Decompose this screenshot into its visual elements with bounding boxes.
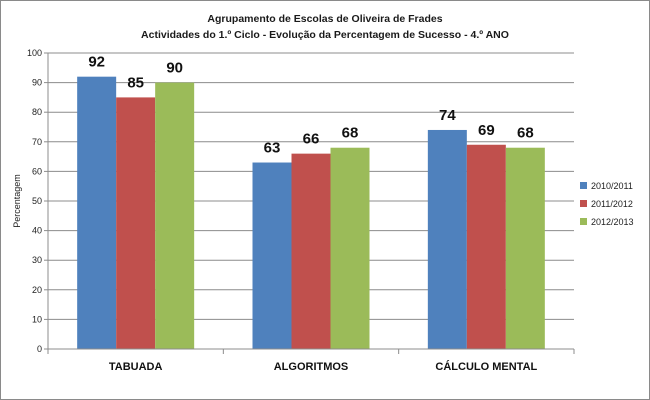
y-tick-label: 50 <box>32 196 42 206</box>
legend-label: 2012/2013 <box>591 217 634 227</box>
data-label: 68 <box>342 125 359 142</box>
data-label: 90 <box>166 60 183 77</box>
bar <box>116 97 156 350</box>
data-label: 85 <box>127 74 144 91</box>
x-category-label: TABUADA <box>109 361 163 373</box>
axes: 0 10 20 30 40 50 60 70 80 90 100 TABUADA ALGORITMOS C… <box>27 48 575 373</box>
chart-subtitle: Actividades do 1.º Ciclo - Evolução da P… <box>141 29 509 41</box>
legend: 2010/2011 2011/2012 2012/2013 <box>580 181 634 227</box>
bar <box>252 162 292 349</box>
data-label: 92 <box>88 54 105 71</box>
x-category-label: CÁLCULO MENTAL <box>435 360 537 373</box>
chart-title: Agrupamento de Escolas de Oliveira de Fr… <box>207 13 442 25</box>
y-tick-label: 0 <box>37 344 42 354</box>
y-tick-label: 30 <box>32 255 42 265</box>
legend-swatch <box>580 182 587 189</box>
y-tick-label: 80 <box>32 107 42 117</box>
data-label: 68 <box>517 125 534 142</box>
y-tick-label: 10 <box>32 314 42 324</box>
y-tick-label: 40 <box>32 226 42 236</box>
data-labels: 92 85 90 63 66 68 74 69 68 <box>88 54 533 157</box>
bar <box>505 147 545 349</box>
data-label: 69 <box>478 122 495 139</box>
legend-swatch <box>580 200 587 207</box>
y-tick-label: 60 <box>32 166 42 176</box>
y-tick-label: 70 <box>32 137 42 147</box>
data-label: 63 <box>264 140 281 157</box>
y-tick-label: 90 <box>32 78 42 88</box>
bars <box>77 76 545 350</box>
y-tick-label: 100 <box>27 48 42 58</box>
legend-swatch <box>580 218 587 225</box>
data-label: 66 <box>303 131 320 148</box>
bar <box>155 82 195 349</box>
bar <box>466 144 506 349</box>
bar <box>291 153 331 349</box>
legend-label: 2010/2011 <box>591 181 633 191</box>
data-label: 74 <box>439 107 456 124</box>
legend-label: 2011/2012 <box>591 199 633 209</box>
y-axis-label: Percentagem <box>12 174 22 228</box>
bar <box>427 129 467 349</box>
bar <box>77 76 117 350</box>
x-category-label: ALGORITMOS <box>274 361 349 373</box>
y-tick-label: 20 <box>32 285 42 295</box>
bar <box>330 147 370 349</box>
